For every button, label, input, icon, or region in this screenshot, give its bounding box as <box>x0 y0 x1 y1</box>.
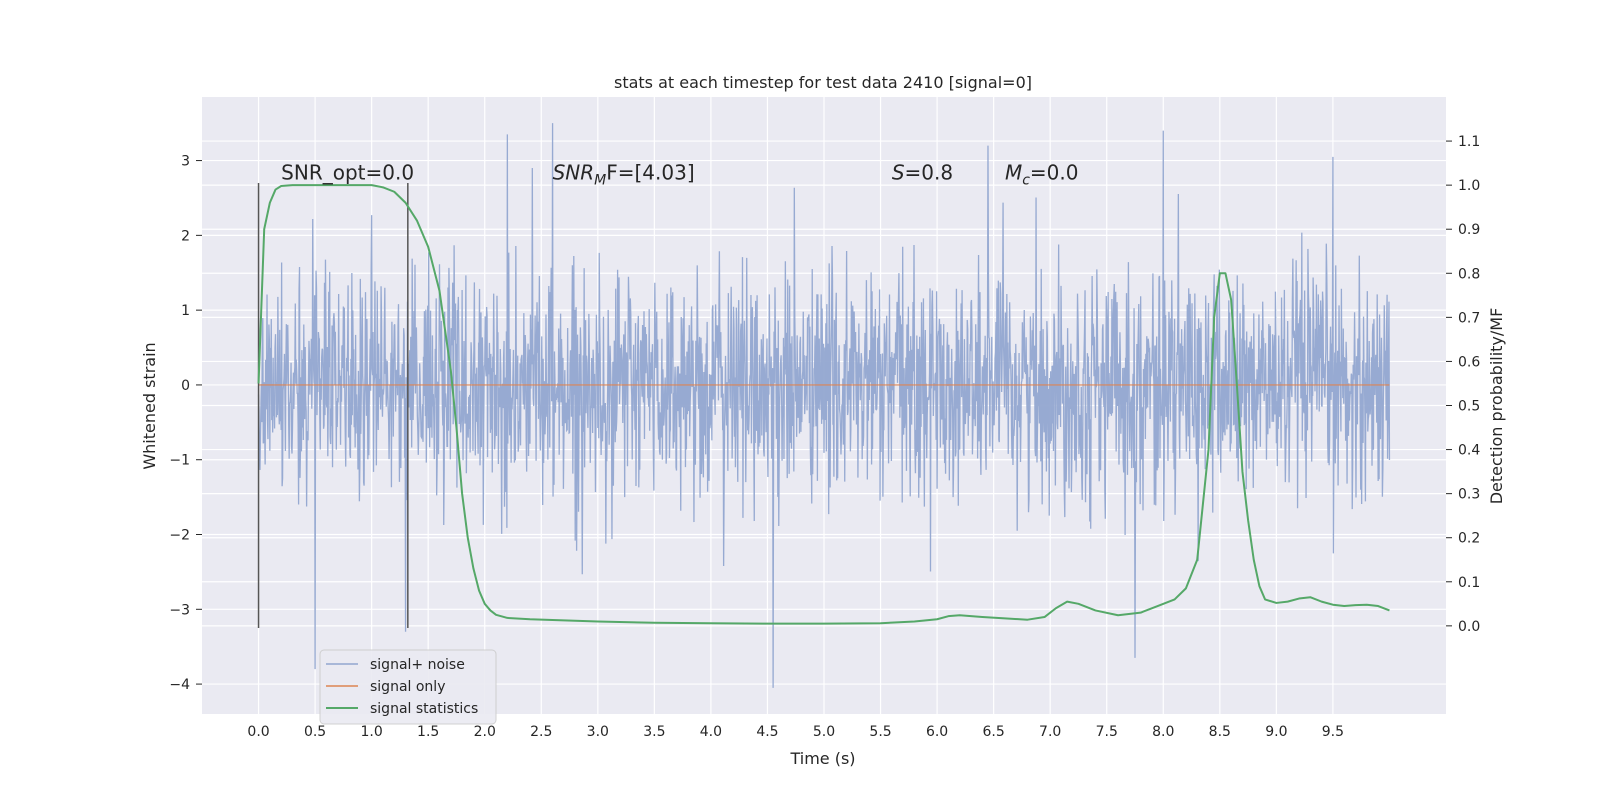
y-left-axis-ticks: −4 −3 −2 −1 0 1 2 3 <box>169 154 202 693</box>
x-tick-8: 4.0 <box>700 724 722 740</box>
y-left-tick-7: 3 <box>181 154 190 170</box>
y-right-tick-3: 0.3 <box>1458 487 1480 503</box>
x-tick-7: 3.5 <box>643 724 665 740</box>
x-tick-19: 9.5 <box>1322 724 1344 740</box>
x-tick-6: 3.0 <box>587 724 609 740</box>
y-right-tick-1: 0.1 <box>1458 575 1480 591</box>
noise-path <box>257 123 1391 688</box>
x-tick-0: 0.0 <box>247 724 269 740</box>
y-left-tick-5: 1 <box>181 303 190 319</box>
x-tick-13: 6.5 <box>983 724 1005 740</box>
y-right-tick-9: 0.9 <box>1458 222 1480 238</box>
x-tick-11: 5.5 <box>869 724 891 740</box>
x-axis-label: Time (s) <box>789 749 855 768</box>
x-tick-18: 9.0 <box>1265 724 1287 740</box>
statistics-path <box>257 184 1390 625</box>
x-tick-9: 4.5 <box>756 724 778 740</box>
y-left-tick-0: −4 <box>169 677 190 693</box>
x-tick-4: 2.0 <box>474 724 496 740</box>
legend-box <box>319 649 497 725</box>
y-left-tick-1: −3 <box>169 602 190 618</box>
signal-statistics-line <box>257 184 1390 625</box>
y-left-tick-4: 0 <box>181 378 190 394</box>
x-tick-3: 1.5 <box>417 724 439 740</box>
vertical-markers <box>257 183 409 628</box>
annotations: SNR_opt=0.0 SNRMF=[4.03] S=0.8 Mc=0.0 <box>281 160 1078 188</box>
x-tick-1: 0.5 <box>304 724 326 740</box>
y-right-tick-0: 0.0 <box>1458 619 1480 635</box>
annotation-1: SNRMF=[4.03] <box>553 160 695 188</box>
annotation-3: Mc=0.0 <box>1005 160 1079 188</box>
y-right-tick-10: 1.0 <box>1458 178 1480 194</box>
y-right-tick-4: 0.4 <box>1458 443 1480 459</box>
y-right-tick-11: 1.1 <box>1458 134 1480 150</box>
x-tick-2: 1.0 <box>361 724 383 740</box>
y-right-tick-2: 0.2 <box>1458 531 1480 547</box>
annotation-0: SNR_opt=0.0 <box>281 160 414 184</box>
x-tick-14: 7.0 <box>1039 724 1061 740</box>
legend-label-1: signal only <box>370 679 445 695</box>
annotation-2: S=0.8 <box>892 160 953 184</box>
y-right-axis-ticks: 0.0 0.1 0.2 0.3 0.4 0.5 0.6 0.7 0.8 0.9 1.0 1.1 <box>1446 134 1480 635</box>
x-tick-12: 6.0 <box>926 724 948 740</box>
x-tick-16: 8.0 <box>1152 724 1174 740</box>
chart-title: stats at each timestep for test data 241… <box>614 73 1032 92</box>
y-right-tick-8: 0.8 <box>1458 266 1480 282</box>
y-right-tick-6: 0.6 <box>1458 354 1480 370</box>
y-right-axis-label: Detection probability/MF <box>1487 308 1506 505</box>
x-tick-15: 7.5 <box>1096 724 1118 740</box>
signal-noise-trace <box>257 123 1391 688</box>
x-tick-17: 8.5 <box>1209 724 1231 740</box>
legend: signal+ noise signal only signal statistic… <box>319 649 497 725</box>
y-right-tick-7: 0.7 <box>1458 310 1480 326</box>
x-tick-10: 5.0 <box>813 724 835 740</box>
legend-label-0: signal+ noise <box>370 657 465 673</box>
y-left-axis-label: Whitened strain <box>140 342 159 469</box>
x-tick-5: 2.5 <box>530 724 552 740</box>
y-right-tick-5: 0.5 <box>1458 399 1480 415</box>
legend-label-2: signal statistics <box>370 701 478 717</box>
y-left-tick-2: −2 <box>169 528 190 544</box>
x-axis-ticks: 0.0 0.5 1.0 1.5 2.0 2.5 3.0 3.5 4.0 4.5 5.0 5.5 6.0 6… <box>247 724 1344 740</box>
y-left-tick-6: 2 <box>181 228 190 244</box>
y-left-tick-3: −1 <box>169 453 190 469</box>
